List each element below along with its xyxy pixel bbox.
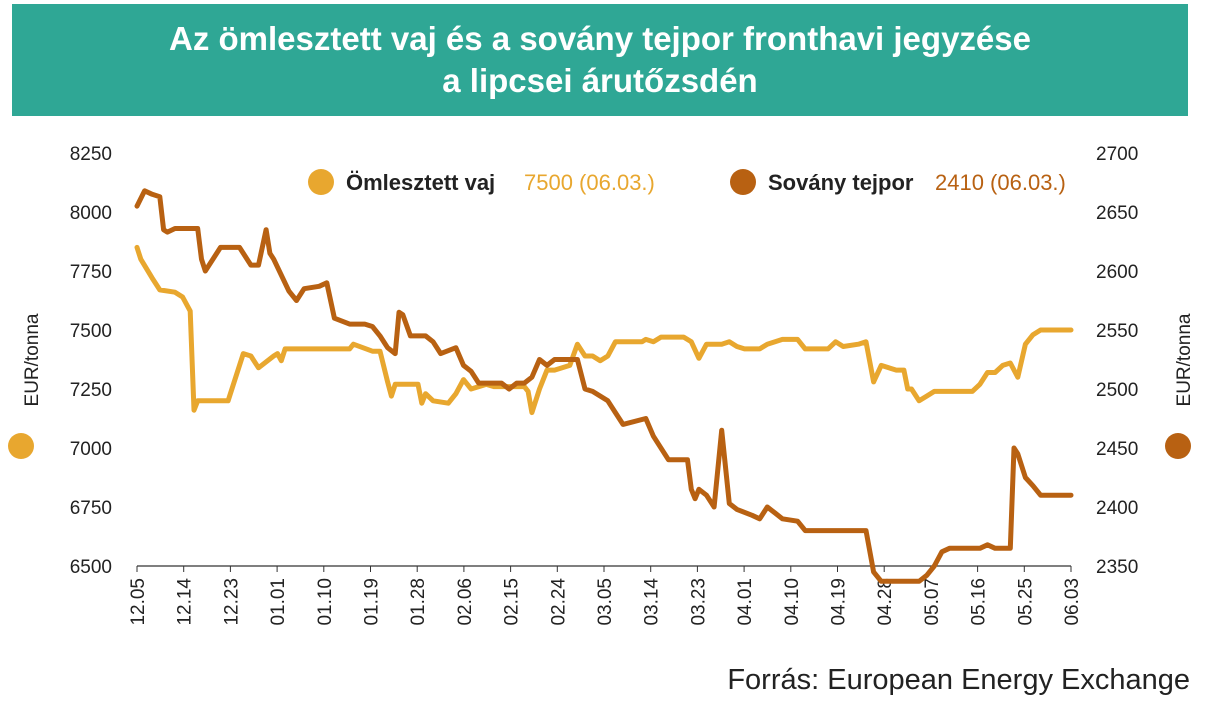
x-tick-label: 02.24 [548, 578, 569, 626]
chart-title-line-1: Az ömlesztett vaj és a sovány tejpor fro… [169, 20, 1031, 57]
y-left-tick-label: 7250 [70, 380, 112, 401]
y-right-tick-label: 2500 [1096, 380, 1138, 401]
y-left-tick-label: 7750 [70, 262, 112, 283]
x-tick-label: 12.14 [175, 578, 196, 626]
y-right-tick-label: 2450 [1096, 439, 1138, 460]
legend-value-powder: 2410 (06.03.) [935, 170, 1066, 195]
source-note: Forrás: European Energy Exchange [727, 664, 1190, 696]
x-tick-label: 05.25 [1015, 578, 1036, 626]
x-tick-label: 01.01 [268, 578, 289, 626]
x-tick-label: 02.06 [455, 578, 476, 626]
y-right-tick-label: 2350 [1096, 557, 1138, 578]
y-left-tick-label: 7000 [70, 439, 112, 460]
legend-label-powder: Sovány tejpor [768, 170, 914, 195]
chart-legend: Ömlesztett vaj 7500 (06.03.) Sovány tejpor… [308, 169, 1066, 195]
y-left-axis-label: EUR/tonna [22, 313, 43, 406]
legend-marker-butter [308, 169, 334, 195]
y-right-axis-label: EUR/tonna [1174, 313, 1195, 406]
x-tick-label: 04.19 [829, 578, 850, 626]
legend-value-butter: 7500 (06.03.) [524, 170, 655, 195]
x-tick-label: 04.10 [782, 578, 803, 626]
x-tick-label: 02.15 [502, 578, 523, 626]
y-right-tick-label: 2550 [1096, 321, 1138, 342]
x-tick-label: 01.28 [408, 578, 429, 626]
x-tick-label: 06.03 [1062, 578, 1083, 626]
chart-axes: 12.05 12.14 12.23 01.01 01.10 01.19 01.28 02.06… [8, 144, 1195, 626]
x-tick-label: 03.14 [642, 578, 663, 626]
x-tick-label: 04.28 [875, 578, 896, 626]
legend-marker-powder [730, 169, 756, 195]
title-banner: Az ömlesztett vaj és a sovány tejpor fro… [12, 4, 1188, 116]
y-right-tick-label: 2700 [1096, 144, 1138, 165]
legend-label-butter: Ömlesztett vaj [346, 170, 495, 195]
y-right-tick-label: 2400 [1096, 498, 1138, 519]
x-tick-label: 01.19 [362, 578, 383, 626]
x-tick-label: 05.16 [969, 578, 990, 626]
chart-title-line-2: a lipcsei árutőzsdén [442, 62, 758, 99]
x-tick-label: 03.05 [595, 578, 616, 626]
chart-series-group [134, 188, 1074, 584]
y-right-tick-label: 2600 [1096, 262, 1138, 283]
x-tick-label: 01.10 [315, 578, 336, 626]
x-tick-label: 04.01 [735, 578, 756, 626]
y-left-tick-label: 6500 [70, 557, 112, 578]
x-tick-label: 05.07 [922, 578, 943, 626]
y-left-tick-label: 8250 [70, 144, 112, 165]
x-tick-label: 12.05 [128, 578, 149, 626]
series-line-butter [134, 244, 1074, 416]
x-tick-label: 12.23 [221, 578, 242, 626]
x-tick-label: 03.23 [688, 578, 709, 626]
y-left-tick-label: 6750 [70, 498, 112, 519]
y-left-series-dot [8, 433, 34, 459]
y-right-tick-label: 2650 [1096, 203, 1138, 224]
y-right-series-dot [1165, 433, 1191, 459]
y-left-tick-label: 7500 [70, 321, 112, 342]
series-line-powder [134, 188, 1074, 584]
y-left-tick-label: 8000 [70, 203, 112, 224]
